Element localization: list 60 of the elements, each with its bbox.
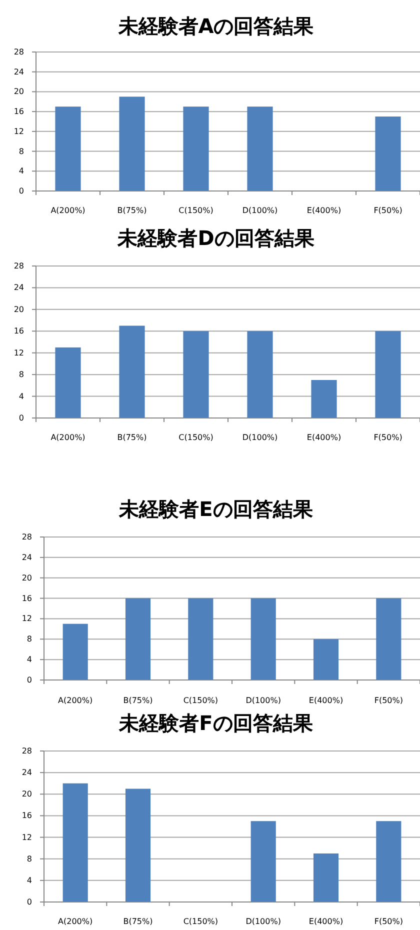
x-tick-label: E(400%) bbox=[306, 433, 342, 442]
y-tick-label: 0 bbox=[26, 898, 32, 906]
y-tick-label: 8 bbox=[26, 854, 32, 864]
y-tick-label: 12 bbox=[22, 614, 32, 624]
x-tick-label: C(150%) bbox=[178, 433, 214, 442]
x-tick-label: C(150%) bbox=[178, 206, 214, 215]
y-tick-label: 8 bbox=[26, 634, 32, 644]
y-tick-label: 4 bbox=[26, 876, 32, 885]
x-tick-label: A(200%) bbox=[58, 917, 93, 926]
x-tick-label: F(50%) bbox=[374, 917, 403, 926]
y-tick-label: 4 bbox=[26, 655, 32, 664]
x-tick-label: F(50%) bbox=[374, 696, 403, 705]
x-tick-label: D(100%) bbox=[242, 433, 278, 442]
y-tick-label: 4 bbox=[18, 166, 24, 176]
x-tick-label: C(150%) bbox=[183, 696, 218, 705]
x-tick-label: F(50%) bbox=[374, 206, 402, 215]
y-tick-label: 28 bbox=[22, 746, 32, 756]
y-tick-label: 28 bbox=[14, 48, 24, 56]
y-tick-label: 12 bbox=[14, 348, 24, 358]
y-tick-label: 28 bbox=[14, 262, 24, 270]
x-tick-label: E(400%) bbox=[308, 696, 344, 705]
x-tick-label: B(75%) bbox=[117, 206, 147, 215]
y-tick-label: 24 bbox=[22, 552, 32, 562]
x-tick-label: D(100%) bbox=[246, 696, 281, 705]
chart-title: 未経験者Dの回答結果 bbox=[116, 226, 316, 250]
y-tick-label: 20 bbox=[22, 573, 32, 582]
y-tick-label: 16 bbox=[14, 326, 24, 336]
y-tick-label: 8 bbox=[18, 370, 24, 380]
y-tick-label: 4 bbox=[18, 392, 24, 401]
y-tick-label: 0 bbox=[26, 676, 32, 684]
y-tick-label: 0 bbox=[18, 186, 24, 196]
x-tick-label: A(200%) bbox=[50, 433, 86, 442]
chart-title: 未経験者Fの回答結果 bbox=[118, 711, 314, 735]
x-tick-label: A(200%) bbox=[50, 206, 86, 215]
y-tick-label: 0 bbox=[18, 414, 24, 422]
y-tick-label: 12 bbox=[14, 126, 24, 136]
y-tick-label: 16 bbox=[22, 811, 32, 820]
y-tick-label: 20 bbox=[22, 790, 32, 799]
chart-title: 未経験者Eの回答結果 bbox=[118, 497, 314, 521]
y-tick-label: 16 bbox=[14, 107, 24, 116]
x-tick-label: B(75%) bbox=[117, 433, 147, 442]
y-tick-label: 28 bbox=[22, 532, 32, 542]
x-tick-label: E(400%) bbox=[306, 206, 342, 215]
x-tick-label: B(75%) bbox=[123, 917, 153, 926]
y-tick-label: 24 bbox=[14, 283, 24, 292]
y-tick-label: 20 bbox=[14, 87, 24, 96]
x-tick-label: F(50%) bbox=[374, 433, 402, 442]
y-tick-label: 12 bbox=[22, 832, 32, 842]
chart-title: 未経験者Aの回答結果 bbox=[117, 14, 315, 38]
x-tick-label: A(200%) bbox=[58, 696, 93, 705]
x-tick-label: D(100%) bbox=[246, 917, 281, 926]
x-tick-label: C(150%) bbox=[183, 917, 218, 926]
y-tick-label: 24 bbox=[22, 768, 32, 778]
y-tick-label: 20 bbox=[14, 304, 24, 314]
y-tick-label: 24 bbox=[14, 67, 24, 76]
x-tick-label: D(100%) bbox=[242, 206, 278, 215]
x-tick-label: E(400%) bbox=[308, 917, 344, 926]
x-tick-label: B(75%) bbox=[123, 696, 153, 705]
y-tick-label: 8 bbox=[18, 146, 24, 156]
y-tick-label: 16 bbox=[22, 594, 32, 603]
